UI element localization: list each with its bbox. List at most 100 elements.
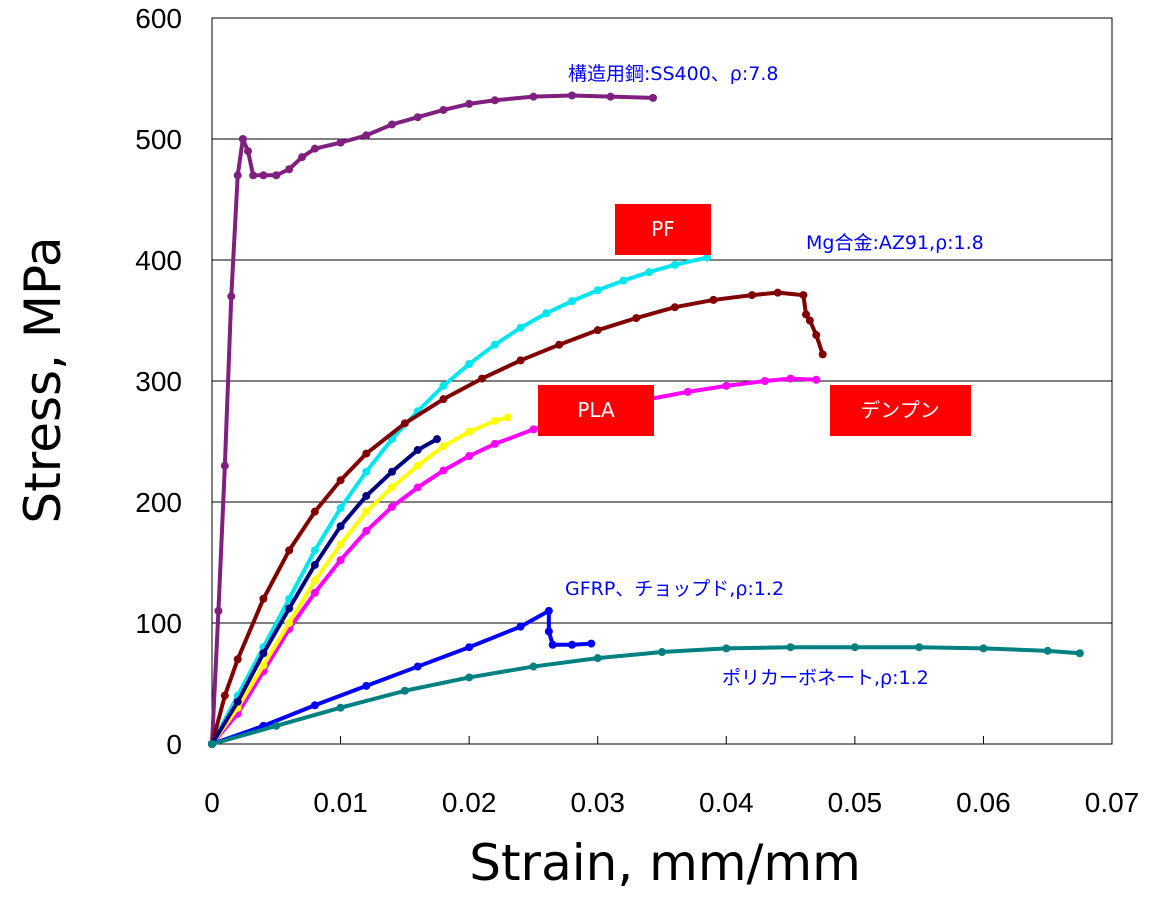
data-point bbox=[272, 721, 281, 730]
data-point bbox=[649, 93, 657, 102]
series-7 bbox=[208, 643, 1084, 748]
data-point bbox=[433, 435, 441, 444]
data-point bbox=[812, 375, 821, 384]
data-point bbox=[490, 439, 499, 448]
data-point bbox=[336, 703, 345, 712]
data-point bbox=[362, 681, 371, 690]
x-tick-label: 0.03 bbox=[570, 787, 625, 818]
axes: 0 100 200 300 400 500 600 0 0.01 0.02 0.03 0.04 0.05… bbox=[135, 3, 1139, 818]
data-point bbox=[413, 483, 422, 492]
data-point bbox=[544, 606, 553, 615]
data-point bbox=[310, 588, 319, 597]
data-point bbox=[465, 673, 474, 682]
data-point bbox=[388, 502, 396, 511]
data-point bbox=[722, 381, 731, 390]
data-point bbox=[465, 643, 474, 652]
y-tick-label: 100 bbox=[135, 608, 182, 639]
data-point bbox=[310, 560, 319, 569]
data-point bbox=[799, 291, 808, 300]
data-point bbox=[979, 644, 988, 653]
data-point bbox=[568, 297, 576, 306]
data-point bbox=[272, 171, 281, 180]
data-point bbox=[362, 131, 371, 140]
label-box-pla: PLA bbox=[538, 385, 654, 436]
data-point bbox=[606, 92, 615, 101]
data-point bbox=[555, 340, 564, 349]
data-point bbox=[362, 507, 371, 516]
data-point bbox=[1075, 649, 1084, 658]
data-point bbox=[683, 387, 692, 396]
x-tick-label: 0.07 bbox=[1085, 787, 1140, 818]
label-box-pf-text: PF bbox=[651, 217, 675, 241]
data-point bbox=[593, 654, 602, 663]
data-point bbox=[244, 147, 252, 156]
data-point bbox=[439, 381, 448, 390]
data-point bbox=[259, 171, 268, 180]
series-line bbox=[210, 437, 438, 746]
data-point bbox=[439, 105, 448, 114]
data-point bbox=[285, 594, 294, 603]
data-point bbox=[593, 286, 602, 295]
data-point bbox=[439, 395, 448, 404]
data-point bbox=[503, 413, 512, 422]
y-tick-label: 200 bbox=[135, 487, 182, 518]
data-point bbox=[310, 144, 319, 153]
data-point bbox=[587, 639, 596, 648]
data-point bbox=[850, 643, 859, 652]
data-point bbox=[568, 640, 576, 649]
x-tick-label: 0.05 bbox=[828, 787, 883, 818]
annotation-ss400: 構造用鋼:SS400、ρ:7.8 bbox=[568, 63, 778, 85]
data-point bbox=[238, 135, 247, 143]
data-point bbox=[362, 491, 371, 500]
data-point bbox=[490, 340, 499, 349]
data-point bbox=[478, 374, 486, 383]
label-box-starch: デンプン bbox=[830, 385, 971, 436]
data-point bbox=[310, 546, 319, 555]
data-point bbox=[465, 452, 474, 461]
data-point bbox=[645, 268, 654, 277]
data-point bbox=[490, 96, 499, 105]
x-tick-label: 0.02 bbox=[442, 787, 497, 818]
data-point bbox=[362, 467, 371, 476]
series-2 bbox=[208, 288, 827, 748]
data-point bbox=[413, 461, 422, 470]
data-point bbox=[285, 619, 294, 627]
data-point bbox=[490, 416, 499, 425]
data-point bbox=[336, 522, 345, 531]
data-point bbox=[632, 314, 641, 323]
data-point bbox=[670, 260, 679, 269]
data-point bbox=[915, 643, 924, 652]
annotation-az91: Mg合金:AZ91,ρ:1.8 bbox=[806, 232, 984, 254]
data-point bbox=[670, 303, 679, 312]
x-tick-label: 0.04 bbox=[699, 787, 754, 818]
data-point bbox=[336, 556, 345, 565]
data-point bbox=[593, 326, 602, 335]
label-box-starch-text: デンプン bbox=[860, 398, 939, 422]
data-point bbox=[722, 644, 731, 653]
data-point bbox=[259, 661, 268, 670]
x-tick-label: 0 bbox=[204, 787, 220, 818]
data-point bbox=[310, 701, 319, 710]
data-point bbox=[413, 662, 422, 671]
data-point bbox=[310, 507, 319, 516]
data-point bbox=[220, 461, 229, 470]
y-tick-label: 300 bbox=[135, 366, 182, 397]
data-point bbox=[388, 120, 396, 129]
data-point bbox=[249, 171, 258, 180]
data-point bbox=[233, 655, 242, 664]
data-point bbox=[400, 686, 409, 695]
data-point bbox=[773, 288, 782, 297]
data-point bbox=[709, 295, 718, 304]
data-point bbox=[802, 310, 810, 319]
data-point bbox=[336, 476, 345, 485]
data-point bbox=[786, 374, 795, 383]
data-point bbox=[658, 648, 666, 657]
series-layer bbox=[208, 91, 1084, 748]
data-point bbox=[233, 697, 242, 706]
y-tick-label: 400 bbox=[135, 245, 182, 276]
data-point bbox=[748, 291, 756, 300]
data-point bbox=[805, 316, 814, 325]
data-point bbox=[516, 622, 525, 631]
data-point bbox=[548, 640, 557, 649]
data-point bbox=[336, 540, 345, 549]
